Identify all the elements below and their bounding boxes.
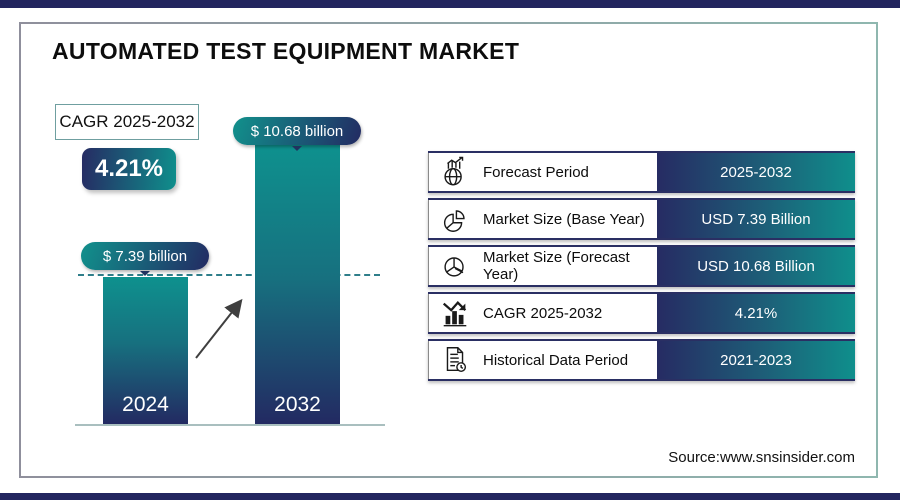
bar-year-label: 2032 [274, 393, 321, 416]
table-row: Historical Data Period 2021-2023 [428, 339, 855, 381]
table-row-value: 2025-2032 [657, 153, 855, 191]
x-axis-line [75, 424, 385, 426]
bar-chart-trend-icon [439, 297, 471, 329]
table-row: Forecast Period 2025-2032 [428, 151, 855, 193]
pie-chart-segmented-icon [439, 250, 471, 282]
cagr-period-box: CAGR 2025-2032 [55, 104, 199, 140]
bar-2032: 2032 [255, 145, 340, 424]
top-accent-bar [0, 0, 900, 8]
source-attribution: Source:www.snsinsider.com [668, 449, 855, 466]
table-row: CAGR 2025-2032 4.21% [428, 292, 855, 334]
bar-chart: $ 7.39 billion $ 10.68 billion 2024 2032 [0, 0, 420, 500]
value-label-2032: $ 10.68 billion [233, 117, 361, 151]
document-clock-icon [439, 344, 471, 376]
table-row-label: Market Size (Forecast Year) [483, 249, 630, 283]
table-row-value: USD 7.39 Billion [657, 200, 855, 238]
bar-2024: 2024 [103, 277, 188, 424]
bottom-accent-bar [0, 493, 900, 500]
market-summary-table: Forecast Period 2025-2032 Market Size (B… [428, 151, 855, 386]
pie-chart-icon [439, 203, 471, 235]
growth-arrow-icon [195, 298, 243, 359]
table-row-label: Historical Data Period [483, 351, 629, 369]
table-row-label: Market Size (Base Year) [483, 210, 645, 228]
table-row-value: USD 10.68 Billion [657, 247, 855, 285]
bar-year-label: 2024 [122, 393, 169, 416]
table-row-label: CAGR 2025-2032 [483, 304, 603, 322]
value-label-2024: $ 7.39 billion [81, 242, 209, 276]
table-row-value: 4.21% [657, 294, 855, 332]
reference-dashed-line [78, 274, 380, 276]
cagr-value-badge: 4.21% [82, 148, 176, 190]
table-row-value: 2021-2023 [657, 341, 855, 379]
table-row: Market Size (Forecast Year) USD 10.68 Bi… [428, 245, 855, 287]
globe-growth-icon [439, 156, 471, 188]
page-title: AUTOMATED TEST EQUIPMENT MARKET [52, 38, 520, 64]
table-row-label: Forecast Period [483, 163, 589, 181]
table-row: Market Size (Base Year) USD 7.39 Billion [428, 198, 855, 240]
